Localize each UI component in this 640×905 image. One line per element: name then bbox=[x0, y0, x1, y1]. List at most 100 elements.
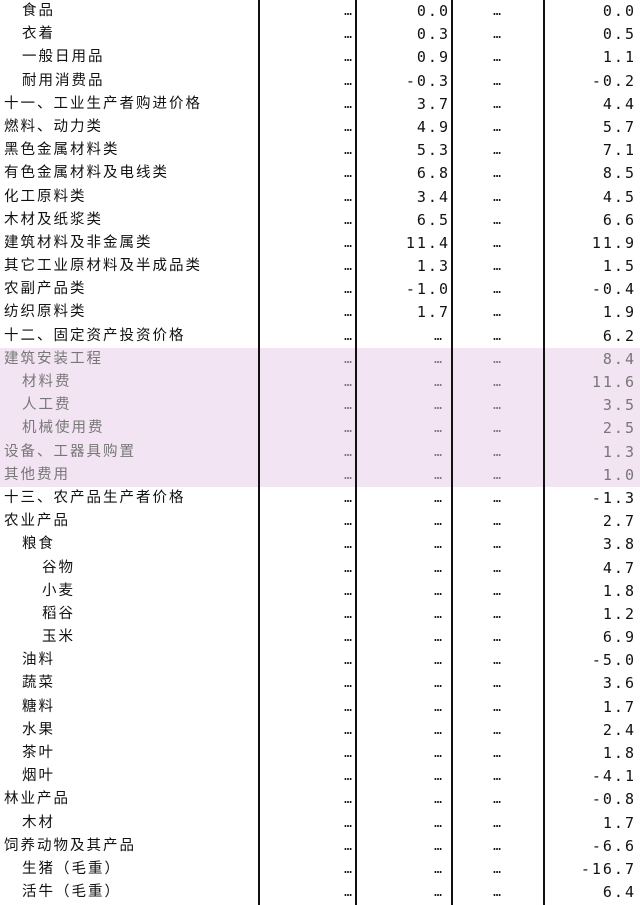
cell-c2: 6.5 bbox=[416, 210, 450, 229]
table-row: 十二、固定资产投资价格 … … … 6.2 bbox=[0, 325, 640, 348]
cell-c1: … bbox=[344, 119, 352, 135]
cell-c4: 1.2 bbox=[602, 604, 636, 623]
row-label: 其他费用 bbox=[4, 466, 70, 483]
cell-c2: … bbox=[434, 514, 442, 530]
table-row: 食品 … 0.0 … 0.0 bbox=[0, 0, 640, 23]
cell-c3: … bbox=[493, 421, 501, 437]
cell-c1: … bbox=[344, 27, 352, 43]
table-row: 材料费 … … … 11.6 bbox=[0, 371, 640, 395]
row-label: 有色金属材料及电线类 bbox=[4, 165, 169, 182]
column-divider bbox=[451, 0, 453, 905]
cell-c2: … bbox=[434, 537, 442, 553]
cell-c3: … bbox=[493, 815, 501, 831]
cell-c1: … bbox=[344, 467, 352, 483]
cell-c3: … bbox=[493, 50, 501, 66]
table-row: 油料 … … … -5.0 bbox=[0, 649, 640, 672]
cell-c2: 11.4 bbox=[405, 233, 450, 252]
row-label: 化工原料类 bbox=[4, 188, 87, 205]
cell-c4: 1.7 bbox=[602, 813, 636, 832]
table-row: 其他费用 … … … 1.0 bbox=[0, 463, 640, 487]
cell-c1: … bbox=[344, 606, 352, 622]
row-label: 水果 bbox=[22, 721, 55, 738]
cell-c2: … bbox=[434, 630, 442, 646]
cell-c1: … bbox=[344, 235, 352, 251]
cell-c3: … bbox=[493, 398, 501, 414]
table-row: 生猪（毛重） … … … -16.7 bbox=[0, 858, 640, 881]
table-row: 蔬菜 … … … 3.6 bbox=[0, 672, 640, 695]
row-label: 油料 bbox=[22, 652, 55, 669]
row-label: 粮食 bbox=[22, 536, 55, 553]
cell-c2: 3.4 bbox=[416, 187, 450, 206]
cell-c3: … bbox=[493, 27, 501, 43]
cell-c4: 6.6 bbox=[602, 210, 636, 229]
cell-c4: 6.2 bbox=[602, 326, 636, 345]
cell-c2: … bbox=[434, 769, 442, 785]
table-row: 十三、农产品生产者价格 … … … -1.3 bbox=[0, 487, 640, 510]
row-label: 材料费 bbox=[22, 374, 72, 390]
table-row: 化工原料类 … 3.4 … 4.5 bbox=[0, 186, 640, 209]
cell-c3: … bbox=[493, 351, 501, 367]
cell-c4: -0.2 bbox=[591, 71, 636, 90]
cell-c4: 3.8 bbox=[602, 535, 636, 554]
cell-c2: … bbox=[434, 467, 442, 483]
cell-c3: … bbox=[493, 259, 501, 275]
row-label: 衣着 bbox=[22, 26, 55, 43]
cell-c1: … bbox=[344, 398, 352, 414]
cell-c2: 3.7 bbox=[416, 94, 450, 113]
row-label: 食品 bbox=[22, 3, 55, 19]
cell-c1: … bbox=[344, 73, 352, 89]
cell-c2: … bbox=[434, 792, 442, 808]
row-label: 其它工业原材料及半成品类 bbox=[4, 258, 202, 275]
cell-c3: … bbox=[493, 699, 501, 715]
cell-c2: … bbox=[434, 606, 442, 622]
cell-c4: 8.5 bbox=[602, 164, 636, 183]
column-divider bbox=[258, 0, 260, 905]
cell-c4: -0.4 bbox=[591, 280, 636, 299]
cell-c3: … bbox=[493, 4, 501, 19]
cell-c3: … bbox=[493, 96, 501, 112]
cell-c4: 6.4 bbox=[602, 883, 636, 902]
cell-c1: … bbox=[344, 722, 352, 738]
cell-c1: … bbox=[344, 421, 352, 437]
cell-c4: -6.6 bbox=[591, 836, 636, 855]
cell-c1: … bbox=[344, 746, 352, 761]
cell-c1: … bbox=[344, 815, 352, 831]
table-row: 木材及纸浆类 … 6.5 … 6.6 bbox=[0, 209, 640, 232]
cell-c2: … bbox=[434, 861, 442, 877]
cell-c1: … bbox=[344, 143, 352, 159]
cell-c3: … bbox=[493, 212, 501, 228]
cell-c4: -4.1 bbox=[591, 767, 636, 786]
cell-c2: … bbox=[434, 722, 442, 738]
row-label: 茶叶 bbox=[22, 745, 55, 761]
cell-c4: 7.1 bbox=[602, 141, 636, 160]
cell-c2: … bbox=[434, 838, 442, 854]
cell-c1: … bbox=[344, 885, 352, 901]
cell-c1: … bbox=[344, 282, 352, 298]
cell-c2: -0.3 bbox=[405, 71, 450, 90]
row-label: 饲养动物及其产品 bbox=[4, 837, 136, 854]
cell-c4: 2.4 bbox=[602, 720, 636, 739]
cell-c4: 0.5 bbox=[602, 25, 636, 44]
cell-c3: … bbox=[493, 769, 501, 785]
cell-c1: … bbox=[344, 514, 352, 530]
row-label: 小麦 bbox=[42, 582, 75, 599]
cell-c2: … bbox=[434, 583, 442, 599]
row-label: 耐用消费品 bbox=[22, 72, 105, 89]
cell-c2: … bbox=[434, 560, 442, 576]
row-label: 建筑材料及非金属类 bbox=[4, 234, 153, 251]
cell-c1: … bbox=[344, 212, 352, 228]
cell-c1: … bbox=[344, 583, 352, 599]
row-label: 谷物 bbox=[42, 559, 75, 576]
cell-c1: … bbox=[344, 166, 352, 182]
table-row: 其它工业原材料及半成品类 … 1.3 … 1.5 bbox=[0, 255, 640, 278]
cell-c1: … bbox=[344, 560, 352, 576]
cell-c2: 5.3 bbox=[416, 141, 450, 160]
row-label: 人工费 bbox=[22, 397, 72, 414]
cell-c2: … bbox=[434, 815, 442, 831]
cell-c3: … bbox=[493, 560, 501, 576]
cell-c2: … bbox=[434, 746, 442, 761]
cell-c3: … bbox=[493, 490, 501, 506]
cell-c1: … bbox=[344, 444, 352, 460]
cell-c3: … bbox=[493, 282, 501, 298]
cell-c1: … bbox=[344, 537, 352, 553]
